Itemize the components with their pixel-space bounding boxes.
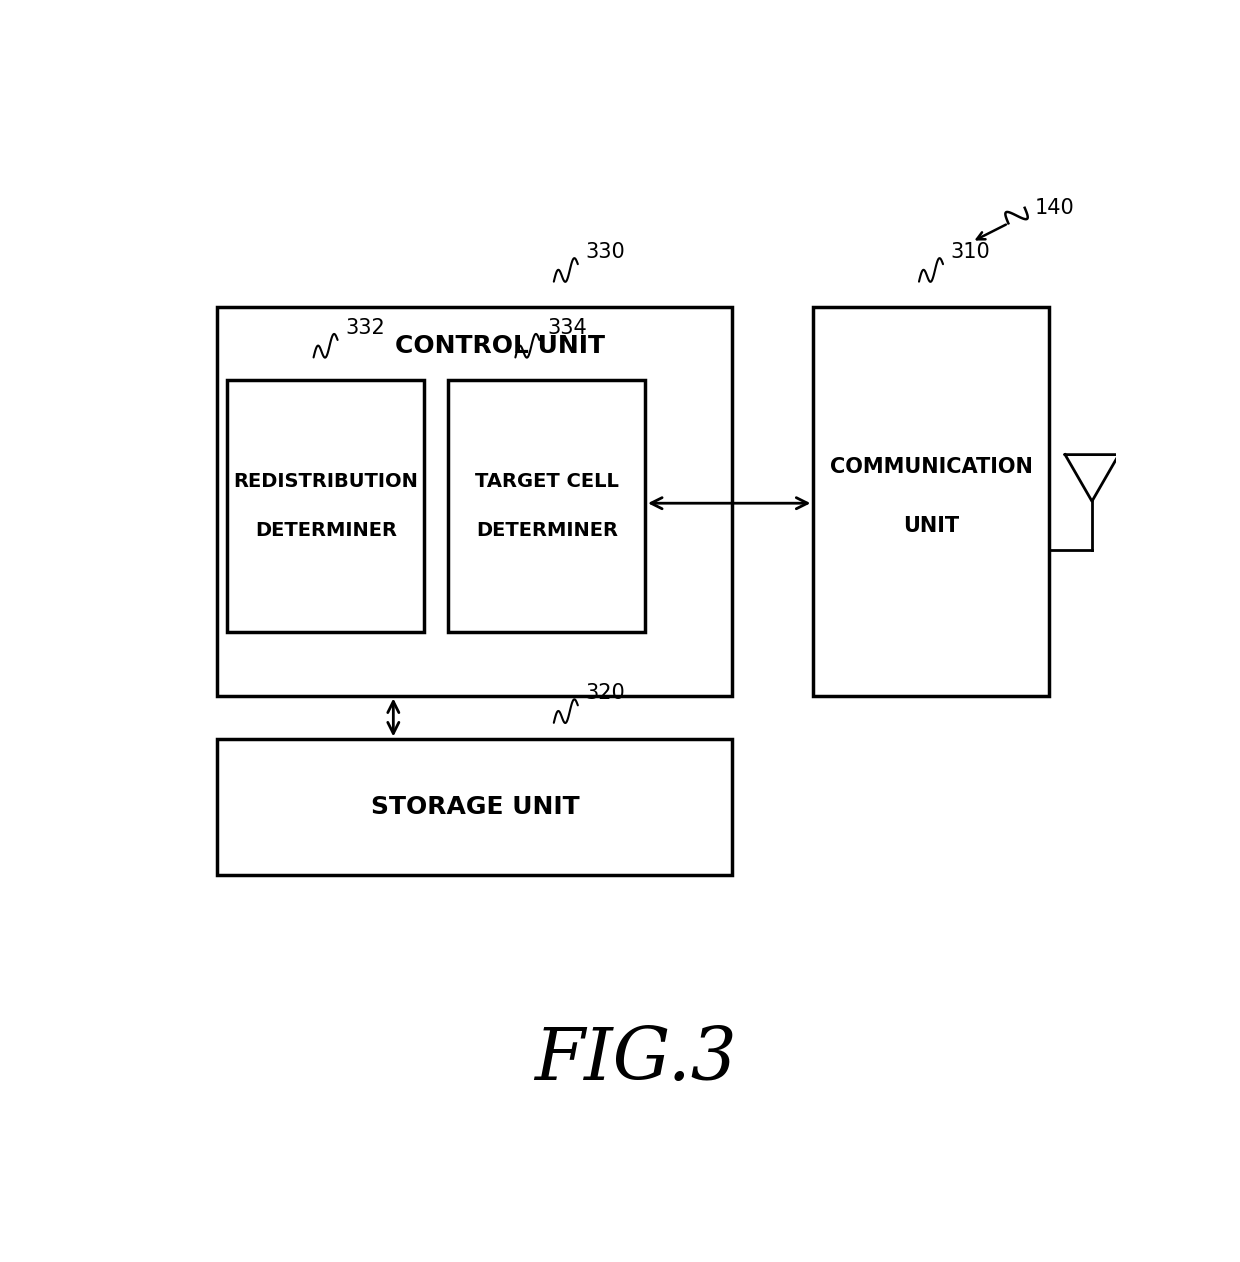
- Text: FIG.3: FIG.3: [534, 1025, 737, 1095]
- Text: REDISTRIBUTION: REDISTRIBUTION: [233, 472, 418, 491]
- Text: UNIT: UNIT: [904, 516, 960, 535]
- Text: 334: 334: [547, 318, 587, 338]
- Bar: [217, 307, 732, 695]
- Text: 310: 310: [951, 242, 991, 262]
- Bar: [813, 307, 1049, 695]
- Text: COMMUNICATION: COMMUNICATION: [830, 457, 1033, 477]
- Text: TARGET CELL: TARGET CELL: [475, 472, 619, 491]
- Text: DETERMINER: DETERMINER: [476, 521, 618, 540]
- Text: 320: 320: [585, 684, 625, 703]
- Bar: [217, 740, 732, 876]
- Text: DETERMINER: DETERMINER: [255, 521, 397, 540]
- Bar: [227, 380, 424, 632]
- Text: 330: 330: [585, 242, 625, 262]
- Text: 332: 332: [345, 318, 386, 338]
- Text: CONTROL UNIT: CONTROL UNIT: [396, 333, 605, 358]
- Bar: [448, 380, 645, 632]
- Text: STORAGE UNIT: STORAGE UNIT: [371, 795, 579, 819]
- Text: 140: 140: [1034, 198, 1074, 218]
